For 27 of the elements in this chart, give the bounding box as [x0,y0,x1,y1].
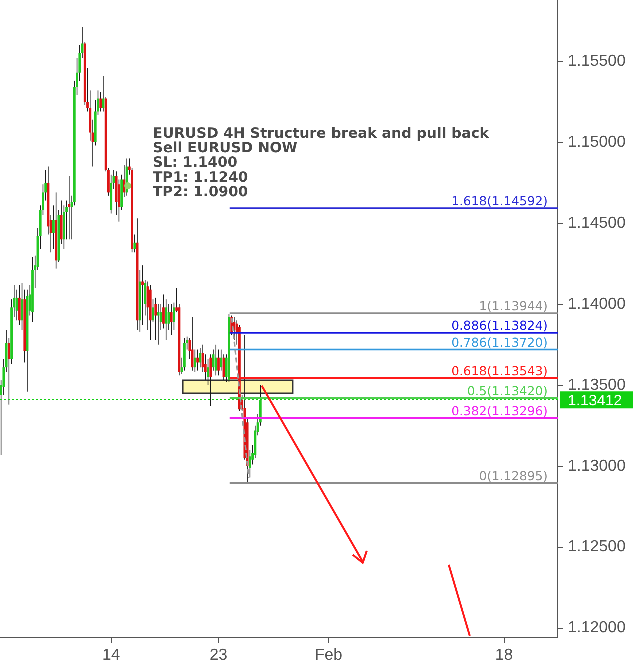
y-tick-label: 1.14500 [568,214,626,232]
annotation: EURUSD 4H Structure break and pull back [153,126,490,142]
annotation: Sell EURUSD NOW [153,140,298,157]
ref-line-label: 0.382(1.13296) [452,403,548,418]
candlestick [68,176,71,240]
y-tick-label: 1.13500 [568,376,626,394]
ref-line-label: 1.618(1.14592) [452,194,548,209]
ref-line-label: 1(1.13944) [479,298,548,314]
annotation: TP2: 1.0900 [153,184,248,200]
ref-line-label: 0.886(1.13824) [452,318,548,333]
x-tick-label: Feb [314,647,343,664]
y-tick-label: 1.12000 [568,620,626,637]
y-tick-label: 1.15000 [568,134,626,151]
ref-line-label: 0.786(1.13720) [452,334,548,350]
x-tick-label: 23 [210,647,228,664]
ref-line-label: 0(1.12895) [479,468,548,484]
ref-line-label: 0.5(1.13420) [467,383,548,398]
y-tick-label: 1.12500 [568,538,626,556]
annotation: SL: 1.1400 [153,155,238,172]
ref-line-label: 1.13412 [568,392,622,410]
y-tick-label: 1.14000 [568,296,626,313]
ref-line-label: 0.618(1.13543) [452,363,548,378]
annotation: TP1: 1.1240 [153,170,248,186]
y-tick-label: 1.15500 [568,52,626,70]
y-tick-label: 1.13000 [568,458,626,475]
x-tick-label: 18 [495,647,514,664]
x-tick-label: 14 [102,647,120,664]
